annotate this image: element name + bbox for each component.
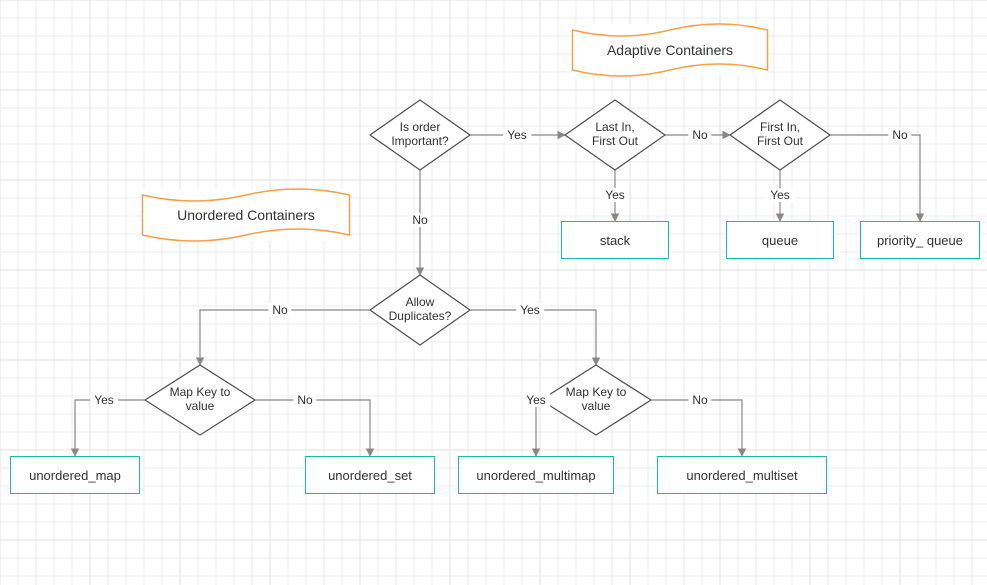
decision-map-right-label: Map Key to value	[541, 365, 651, 435]
decision-allow-duplicates: Allow Duplicates?	[370, 275, 470, 345]
result-priority-queue: priority_ queue	[860, 221, 980, 259]
edge-label-ml-no: No	[293, 393, 316, 407]
edge-label-fifo-no: No	[888, 128, 911, 142]
grid-background	[0, 0, 987, 585]
edge-label-dups-yes: Yes	[516, 303, 544, 317]
title-adaptive-containers: Adaptive Containers	[573, 24, 768, 76]
edge-label-dups-no: No	[268, 303, 291, 317]
decision-lifo-label: Last In, First Out	[565, 100, 665, 170]
edge-label-order-yes: Yes	[503, 128, 531, 142]
title-adaptive-label: Adaptive Containers	[573, 24, 768, 76]
result-unordered-multimap: unordered_multimap	[458, 456, 614, 494]
decision-map-key-left: Map Key to value	[145, 365, 255, 435]
result-unordered-map: unordered_map	[10, 456, 140, 494]
decision-map-key-right: Map Key to value	[541, 365, 651, 435]
result-unordered-set: unordered_set	[305, 456, 435, 494]
edge-layer	[0, 0, 987, 585]
edge-label-lifo-no: No	[688, 128, 711, 142]
decision-lifo: Last In, First Out	[565, 100, 665, 170]
edge-label-ml-yes: Yes	[90, 393, 118, 407]
edge-label-order-no: No	[408, 213, 431, 227]
decision-dups-label: Allow Duplicates?	[370, 275, 470, 345]
result-queue: queue	[726, 221, 834, 259]
edge-label-lifo-yes: Yes	[601, 188, 629, 202]
decision-fifo: First In, First Out	[730, 100, 830, 170]
decision-fifo-label: First In, First Out	[730, 100, 830, 170]
edge-label-mr-yes: Yes	[522, 393, 550, 407]
decision-order-label: Is order Important?	[370, 100, 470, 170]
result-stack: stack	[561, 221, 669, 259]
edge-label-fifo-yes: Yes	[766, 188, 794, 202]
decision-is-order-important: Is order Important?	[370, 100, 470, 170]
title-unordered-label: Unordered Containers	[143, 189, 350, 241]
decision-map-left-label: Map Key to value	[145, 365, 255, 435]
result-unordered-multiset: unordered_multiset	[657, 456, 827, 494]
title-unordered-containers: Unordered Containers	[143, 189, 350, 241]
edge-label-mr-no: No	[688, 393, 711, 407]
